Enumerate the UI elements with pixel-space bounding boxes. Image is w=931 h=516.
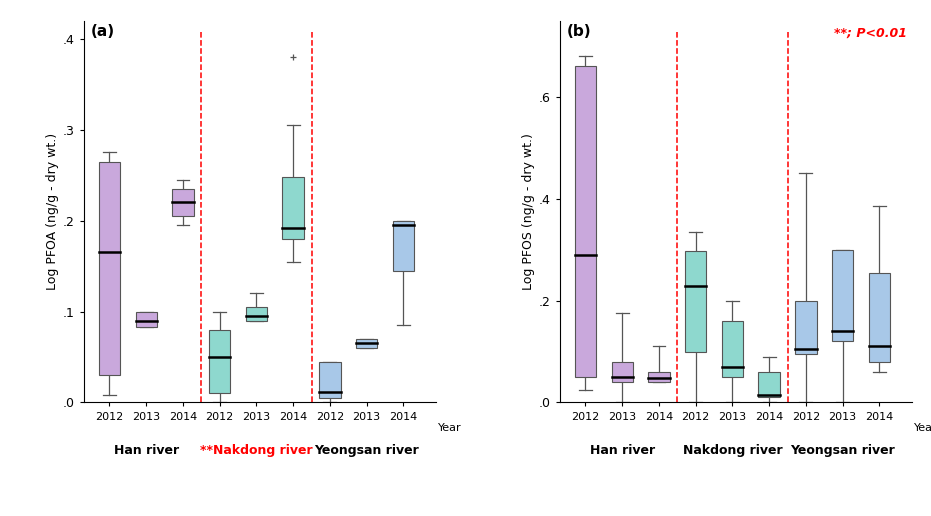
Bar <box>612 362 633 382</box>
Y-axis label: Log PFOS (ng/g - dry wt.): Log PFOS (ng/g - dry wt.) <box>521 133 534 290</box>
Y-axis label: Log PFOA (ng/g - dry wt.): Log PFOA (ng/g - dry wt.) <box>46 133 59 290</box>
Text: Yeongsan river: Yeongsan river <box>315 444 419 457</box>
Text: Year: Year <box>439 424 462 433</box>
Bar <box>246 307 267 320</box>
Text: (b): (b) <box>567 24 591 39</box>
Text: (a): (a) <box>91 24 115 39</box>
Bar <box>574 67 596 377</box>
Bar <box>209 330 230 393</box>
Bar <box>136 312 157 327</box>
Bar <box>172 189 194 216</box>
Bar <box>795 301 816 354</box>
Bar <box>832 250 853 342</box>
Text: Han river: Han river <box>589 444 654 457</box>
Text: **; P<0.01: **; P<0.01 <box>834 26 907 39</box>
Bar <box>99 162 120 375</box>
Text: Nakdong river: Nakdong river <box>682 444 782 457</box>
Bar <box>282 177 304 239</box>
Bar <box>319 362 341 398</box>
Bar <box>869 272 890 362</box>
Bar <box>685 251 707 351</box>
Bar <box>648 372 669 382</box>
Bar <box>759 372 780 397</box>
Bar <box>722 321 743 377</box>
Text: Year: Year <box>914 424 931 433</box>
Bar <box>393 221 414 271</box>
Bar <box>356 339 377 348</box>
Text: Yeongsan river: Yeongsan river <box>790 444 895 457</box>
Text: Han river: Han river <box>114 444 179 457</box>
Text: **Nakdong river: **Nakdong river <box>200 444 313 457</box>
